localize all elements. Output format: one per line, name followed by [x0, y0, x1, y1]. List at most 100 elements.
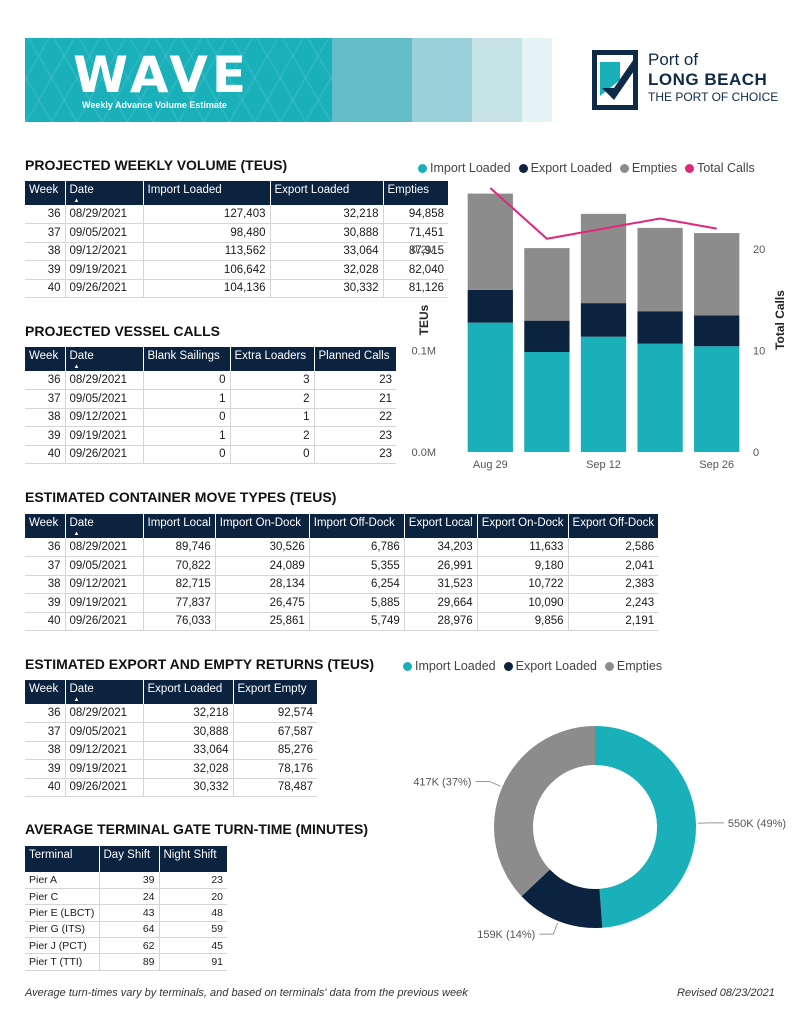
column-header[interactable]: Blank Sailings	[143, 347, 231, 371]
column-header[interactable]: Import Off-Dock	[309, 514, 405, 538]
column-header[interactable]: Date ▲	[65, 347, 144, 371]
logo-line-1: Port of	[648, 50, 699, 69]
table-cell: 09/26/2021	[65, 279, 144, 298]
column-header[interactable]: Date ▲	[65, 181, 144, 205]
column-header[interactable]: Day Shift	[99, 846, 160, 872]
legend-dot-icon	[685, 163, 695, 173]
legend-item-empties[interactable]: Empties	[619, 161, 677, 175]
column-header[interactable]: Import Local	[143, 514, 216, 538]
bar-segment	[467, 193, 513, 290]
bar-segment	[637, 343, 683, 452]
table-cell: 91	[159, 953, 227, 971]
table-cell: 2	[230, 426, 315, 446]
header-banner: WAVE Weekly Advance Volume Estimate	[25, 38, 552, 122]
table-cell: 92,574	[233, 704, 317, 723]
table-cell: 43	[99, 904, 160, 922]
table-cell: 40	[25, 612, 66, 631]
legend-dot-icon	[619, 163, 629, 173]
legend-item-export[interactable]: Export Loaded	[518, 161, 612, 175]
column-header[interactable]: Week	[25, 181, 66, 205]
column-header[interactable]: Extra Loaders	[230, 347, 315, 371]
column-header-label: Import Loaded	[147, 184, 222, 196]
sort-ascending-icon[interactable]: ▲	[73, 198, 80, 204]
table-cell: 09/19/2021	[65, 593, 144, 613]
port-logo[interactable]: Port of LONG BEACH THE PORT OF CHOICE	[590, 48, 790, 114]
y-tick-label: 0.0M	[412, 447, 436, 459]
table-cell: 09/19/2021	[65, 260, 144, 280]
table-row: 36 08/29/2021 127,403 32,218 94,858	[25, 205, 448, 224]
table-cell: 37	[25, 556, 66, 576]
table-cell: 08/29/2021	[65, 704, 144, 723]
bar-segment	[580, 303, 627, 337]
column-header[interactable]: Week	[25, 680, 66, 704]
column-header[interactable]: Export Empty	[233, 680, 317, 704]
table-cell: 48	[159, 904, 227, 922]
table-cell: 08/29/2021	[65, 538, 144, 557]
column-header-label: Day Shift	[103, 849, 151, 861]
legend-item-empties[interactable]: Empties	[604, 659, 662, 673]
column-header[interactable]: Export Loaded	[270, 181, 384, 205]
table-cell: 23	[314, 445, 396, 464]
column-header[interactable]: Planned Calls	[314, 347, 396, 371]
column-header[interactable]: Import Loaded	[143, 181, 271, 205]
table-cell: 5,355	[309, 556, 405, 576]
page-subtitle: Weekly Advance Volume Estimate	[82, 100, 227, 110]
gate-time-title: AVERAGE TERMINAL GATE TURN-TIME (MINUTES…	[25, 821, 368, 837]
legend-item-import[interactable]: Import Loaded	[418, 161, 511, 175]
column-header[interactable]: Night Shift	[159, 846, 227, 872]
table-cell: 94,858	[383, 205, 448, 224]
legend-item-import[interactable]: Import Loaded	[403, 659, 496, 673]
table-row: 36 08/29/2021 0 3 23	[25, 371, 396, 390]
bar-segment	[694, 315, 740, 347]
column-header[interactable]: Import On-Dock	[215, 514, 310, 538]
sort-ascending-icon[interactable]: ▲	[73, 364, 80, 370]
column-header-label: Terminal	[29, 849, 73, 861]
table-cell: 09/12/2021	[65, 575, 144, 594]
column-header-label: Import Local	[147, 517, 211, 529]
table-cell: 1	[230, 408, 315, 427]
donut-slice	[494, 726, 595, 897]
column-header[interactable]: Date ▲	[65, 680, 144, 704]
table-row: Pier C 24 20	[25, 888, 227, 906]
banner-stripe	[472, 38, 522, 122]
table-cell: 25,861	[215, 612, 310, 631]
table-cell: 76,033	[143, 612, 216, 631]
column-header-label: Export On-Dock	[481, 517, 564, 529]
legend-dot-icon	[604, 661, 614, 671]
column-header[interactable]: Week	[25, 347, 66, 371]
y-axis-label: TEUs	[417, 304, 431, 335]
table-cell: 2,383	[568, 575, 659, 594]
legend-label: Total Calls	[697, 161, 755, 175]
table-cell: 09/05/2021	[65, 722, 144, 742]
bar-segment	[694, 346, 740, 452]
table-row: Pier E (LBCT) 43 48	[25, 904, 227, 922]
column-header[interactable]: Export Off-Dock	[568, 514, 659, 538]
column-header[interactable]: Week	[25, 514, 66, 538]
column-header[interactable]: Export Local	[404, 514, 478, 538]
weekly-volume-title: PROJECTED WEEKLY VOLUME (TEUS)	[25, 157, 288, 173]
x-tick-label: Sep 12	[586, 459, 621, 471]
sort-ascending-icon[interactable]: ▲	[73, 531, 80, 537]
column-header[interactable]: Empties	[383, 181, 448, 205]
donut-chart-legend: Import Loaded Export Loaded Empties	[403, 659, 662, 673]
table-cell: 09/05/2021	[65, 556, 144, 576]
table-cell: 39	[99, 872, 160, 889]
column-header-label: Export Empty	[237, 683, 307, 695]
table-cell: 30,332	[270, 279, 384, 298]
table-cell: 09/05/2021	[65, 389, 144, 409]
column-header[interactable]: Date ▲	[65, 514, 144, 538]
y-right-tick-label: 20	[753, 244, 765, 256]
table-cell: 0	[143, 371, 231, 390]
sort-ascending-icon[interactable]: ▲	[73, 697, 80, 703]
column-header[interactable]: Terminal	[25, 846, 100, 872]
table-cell: 32,028	[143, 759, 234, 779]
legend-item-calls[interactable]: Total Calls	[685, 161, 755, 175]
table-cell: 33,064	[270, 242, 384, 261]
legend-item-export[interactable]: Export Loaded	[503, 659, 597, 673]
table-cell: 37	[25, 223, 66, 243]
table-cell: 2,191	[568, 612, 659, 631]
table-cell: 22	[314, 408, 396, 427]
column-header[interactable]: Export Loaded	[143, 680, 234, 704]
table-cell: 0	[230, 445, 315, 464]
column-header[interactable]: Export On-Dock	[477, 514, 569, 538]
